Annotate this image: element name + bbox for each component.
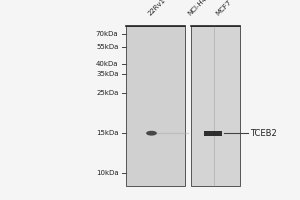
Text: MCF7: MCF7 (215, 0, 232, 17)
Bar (126, 26, 184, 186)
Bar (204, 131, 222, 136)
Text: 15kDa: 15kDa (96, 130, 118, 136)
Text: 55kDa: 55kDa (96, 44, 118, 50)
Text: 40kDa: 40kDa (96, 61, 118, 67)
Text: TCEB2: TCEB2 (250, 129, 277, 138)
Ellipse shape (146, 131, 157, 136)
Text: 22Rv1: 22Rv1 (147, 0, 167, 17)
Text: 25kDa: 25kDa (96, 90, 118, 96)
Bar (190, 26, 240, 186)
Text: 10kDa: 10kDa (96, 170, 118, 176)
Text: NCI-H460: NCI-H460 (187, 0, 215, 17)
Text: 35kDa: 35kDa (96, 71, 118, 77)
Text: 70kDa: 70kDa (96, 31, 118, 37)
